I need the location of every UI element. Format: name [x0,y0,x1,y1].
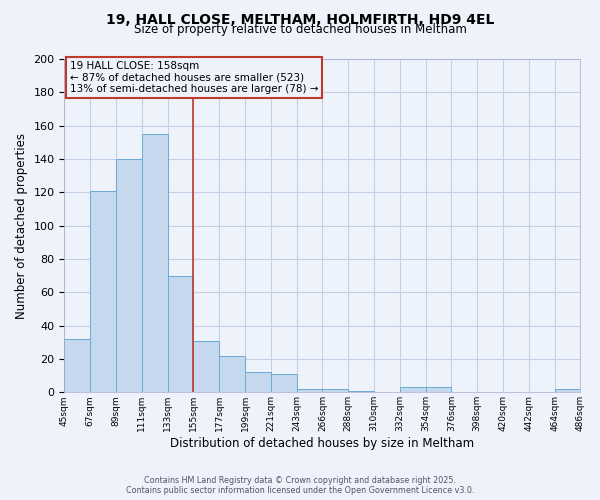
Bar [90,190,116,392]
Bar [425,388,451,392]
Bar [271,374,296,392]
Text: 19 HALL CLOSE: 158sqm
← 87% of detached houses are smaller (523)
13% of semi-det: 19 HALL CLOSE: 158sqm ← 87% of detached … [70,60,318,94]
Text: Contains HM Land Registry data © Crown copyright and database right 2025.
Contai: Contains HM Land Registry data © Crown c… [126,476,474,495]
Bar [64,339,90,392]
Bar [348,390,374,392]
Bar [245,372,271,392]
Bar [167,276,193,392]
X-axis label: Distribution of detached houses by size in Meltham: Distribution of detached houses by size … [170,437,475,450]
Bar [193,340,219,392]
Bar [296,389,322,392]
Bar [219,356,245,393]
Bar [116,159,142,392]
Text: 19, HALL CLOSE, MELTHAM, HOLMFIRTH, HD9 4EL: 19, HALL CLOSE, MELTHAM, HOLMFIRTH, HD9 … [106,12,494,26]
Text: Size of property relative to detached houses in Meltham: Size of property relative to detached ho… [134,22,466,36]
Bar [554,389,580,392]
Y-axis label: Number of detached properties: Number of detached properties [15,132,28,318]
Bar [142,134,167,392]
Bar [400,388,425,392]
Bar [322,389,348,392]
